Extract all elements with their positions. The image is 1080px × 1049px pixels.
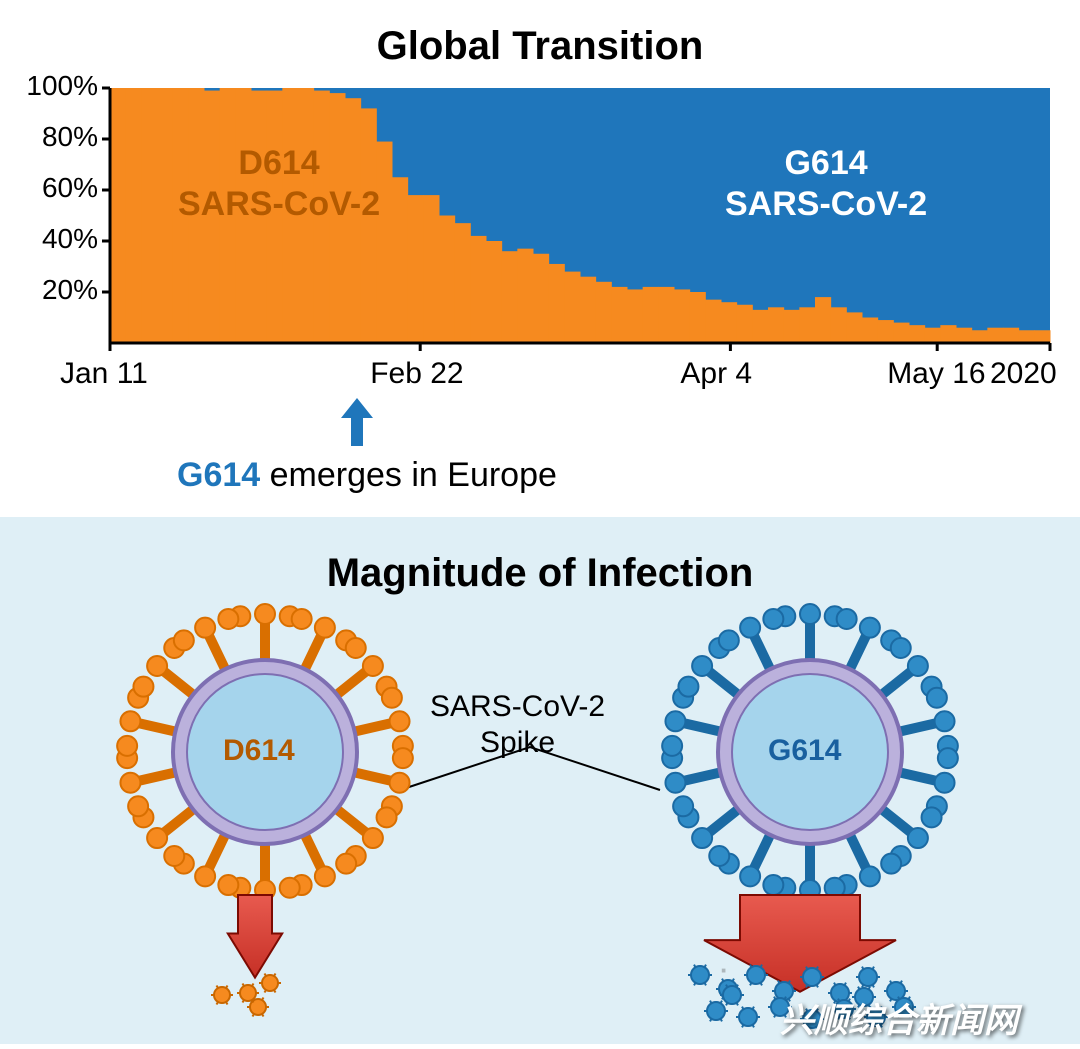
y-tick-label: 100% bbox=[26, 70, 98, 102]
x-tick-label: May 16 bbox=[887, 357, 985, 391]
y-tick-label: 40% bbox=[42, 223, 98, 255]
y-tick-label: 20% bbox=[42, 274, 98, 306]
d614-chart-label: D614SARS-CoV-2 bbox=[178, 143, 380, 225]
spike-center-label: SARS-CoV-2Spike bbox=[430, 689, 605, 761]
emergence-arrow-icon bbox=[327, 396, 387, 456]
bottom-title: Magnitude of Infection bbox=[0, 551, 1080, 596]
y-tick-label: 60% bbox=[42, 172, 98, 204]
top-panel: Global Transition 100%80%60%40%20% Jan 1… bbox=[0, 0, 1080, 517]
emergence-caption: G614 emerges in Europe bbox=[177, 456, 557, 495]
g614-chart-label: G614SARS-CoV-2 bbox=[725, 143, 927, 225]
bottom-panel: Magnitude of Infection D614 G614 SARS-Co… bbox=[0, 517, 1080, 1044]
magnitude-graphic bbox=[0, 517, 1080, 1044]
x-tick-label: 2020 bbox=[990, 357, 1057, 391]
x-tick-label: Feb 22 bbox=[370, 357, 463, 391]
watermark: 兴顺综合新闻网 bbox=[780, 993, 1018, 1042]
y-tick-label: 80% bbox=[42, 121, 98, 153]
watermark-faint: · bbox=[720, 955, 729, 986]
x-tick-label: Jan 11 bbox=[60, 357, 148, 391]
x-tick-label: Apr 4 bbox=[680, 357, 752, 391]
g614-virus-label: G614 bbox=[768, 734, 841, 768]
d614-virus-label: D614 bbox=[223, 734, 295, 768]
